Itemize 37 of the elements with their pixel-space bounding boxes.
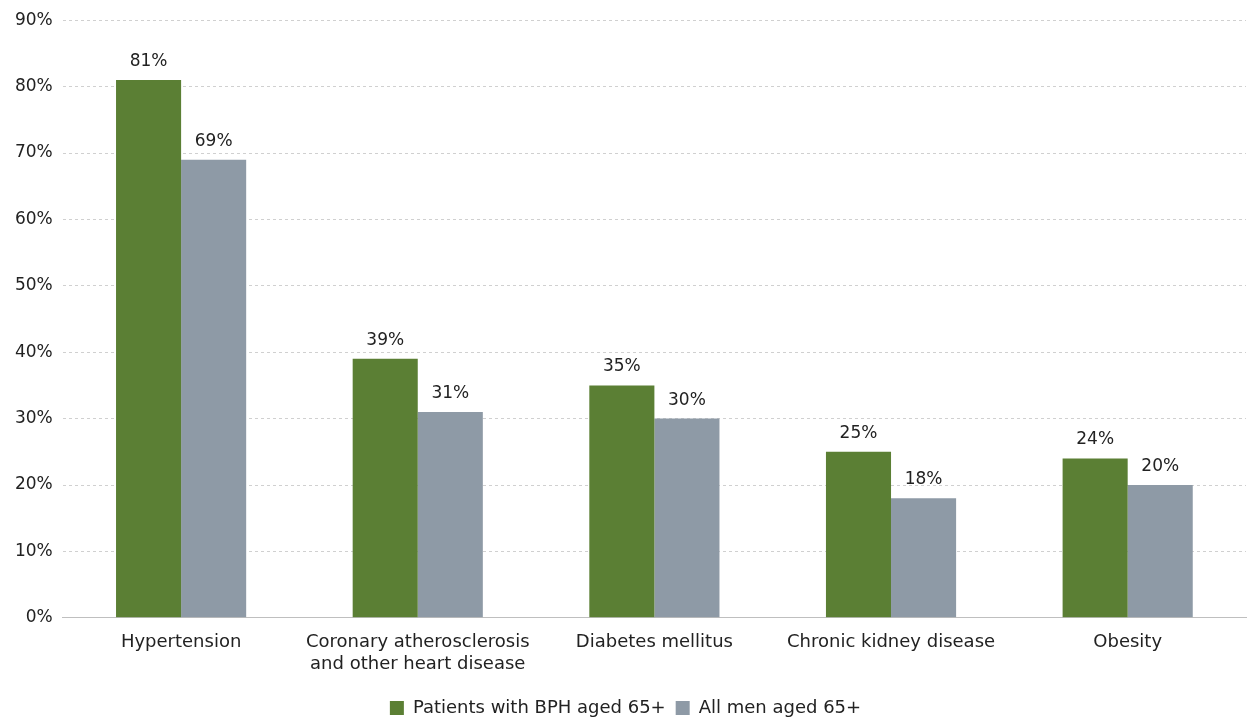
y-tick-label: 10% — [14, 539, 53, 560]
data-label: 30% — [668, 388, 706, 409]
bar — [352, 358, 418, 618]
data-label: 20% — [1141, 454, 1180, 475]
x-tick-label: Hypertension — [120, 630, 242, 652]
bar — [1062, 458, 1128, 618]
x-tick-label: Diabetes mellitus — [575, 630, 733, 652]
bar — [654, 418, 720, 618]
data-label: 18% — [904, 468, 943, 489]
data-label: 31% — [431, 381, 470, 402]
bar — [116, 79, 182, 618]
y-tick-label: 90% — [14, 8, 53, 29]
data-label: 81% — [129, 49, 168, 70]
bar — [417, 411, 483, 618]
bar — [589, 385, 655, 618]
y-tick-label: 30% — [14, 407, 53, 428]
y-tick-label: 50% — [14, 274, 53, 295]
legend-label: All men aged 65+ — [698, 695, 862, 717]
x-tick-label: Chronic kidney disease — [786, 630, 996, 652]
y-tick-label: 20% — [14, 473, 53, 494]
legend-label: Patients with BPH aged 65+ — [412, 695, 666, 717]
data-label: 39% — [366, 328, 405, 349]
y-tick-label: 80% — [14, 75, 53, 96]
bar — [891, 498, 957, 618]
x-tick-label: Obesity — [1093, 630, 1163, 652]
data-label: 24% — [1076, 428, 1115, 449]
y-tick-label: 0% — [25, 606, 53, 627]
y-tick-label: 70% — [14, 141, 53, 162]
bar — [1127, 485, 1193, 618]
data-label: 69% — [194, 129, 233, 150]
x-tick-label: Coronary atherosclerosis and other heart disease — [305, 630, 530, 673]
y-tick-label: 60% — [14, 207, 53, 228]
bar — [825, 451, 892, 618]
data-label: 25% — [839, 421, 878, 442]
y-tick-label: 40% — [14, 340, 53, 361]
bar — [181, 159, 247, 618]
data-label: 35% — [602, 355, 641, 376]
